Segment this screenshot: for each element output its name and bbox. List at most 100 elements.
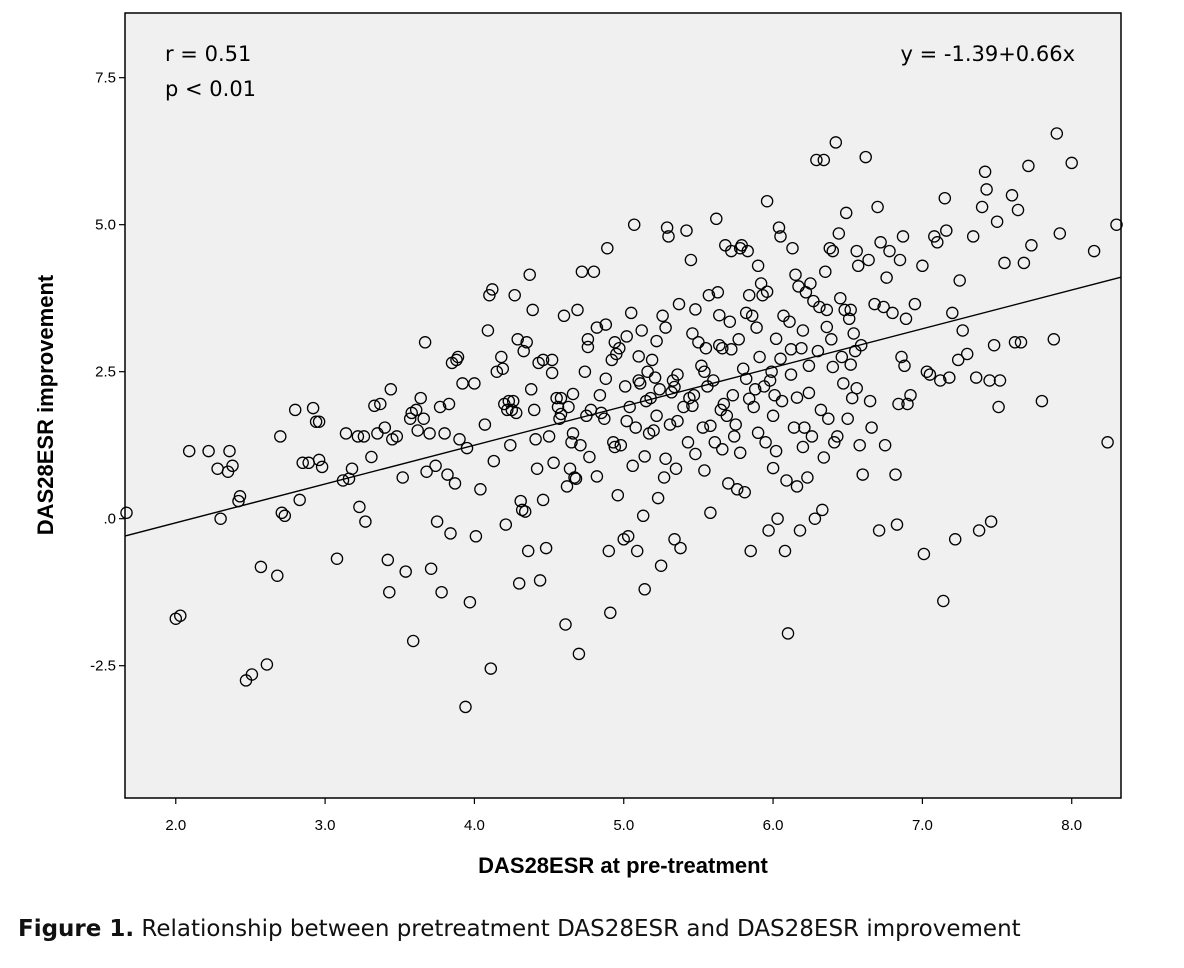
x-tick-label-6: 8.0 <box>1061 817 1082 834</box>
data-point-359 <box>978 165 992 179</box>
data-point-337 <box>908 297 922 311</box>
data-point-378 <box>1053 227 1067 240</box>
data-point-399 <box>769 332 783 346</box>
data-point-349 <box>946 306 959 320</box>
data-point-27 <box>312 453 326 467</box>
data-point-314 <box>859 150 872 164</box>
data-point-22 <box>296 456 309 470</box>
data-point-56 <box>417 412 430 425</box>
data-point-34 <box>351 430 365 443</box>
data-point-208 <box>698 365 711 378</box>
data-point-380 <box>1087 244 1101 258</box>
data-point-47 <box>390 430 404 443</box>
data-point-321 <box>874 236 887 249</box>
data-point-13 <box>245 668 259 681</box>
data-point-58 <box>420 465 433 478</box>
data-point-251 <box>763 374 777 387</box>
data-point-116 <box>539 541 553 555</box>
data-point-296 <box>831 430 844 443</box>
data-point-357 <box>972 524 986 537</box>
data-point-63 <box>433 400 447 414</box>
data-point-230 <box>732 333 745 346</box>
data-point-155 <box>611 488 625 502</box>
data-point-287 <box>817 153 831 167</box>
data-point-329 <box>892 397 905 411</box>
data-point-41 <box>374 397 387 411</box>
data-point-367 <box>998 256 1011 270</box>
data-point-412 <box>545 366 559 380</box>
data-point-131 <box>568 471 581 484</box>
data-point-80 <box>474 483 487 496</box>
data-point-89 <box>496 362 510 375</box>
data-point-3 <box>182 444 196 458</box>
data-point-157 <box>614 438 628 452</box>
data-point-211 <box>702 288 716 302</box>
data-point-395 <box>659 452 672 465</box>
data-point-346 <box>938 191 952 205</box>
data-point-193 <box>669 462 683 475</box>
data-point-8 <box>223 444 236 458</box>
data-point-250 <box>762 524 775 537</box>
data-point-149 <box>602 544 616 558</box>
data-point-107 <box>523 268 536 281</box>
data-point-290 <box>822 412 835 425</box>
data-point-370 <box>1011 203 1025 217</box>
data-point-384 <box>599 372 613 385</box>
data-point-28 <box>315 460 329 474</box>
x-axis: 2.0 3.0 4.0 5.0 6.0 7.0 8.0 <box>165 798 1082 834</box>
data-point-261 <box>778 544 792 558</box>
data-point-245 <box>754 277 768 290</box>
regression-line <box>124 276 1122 537</box>
data-point-104 <box>518 505 532 518</box>
data-point-281 <box>808 512 822 525</box>
data-point-217 <box>713 338 726 352</box>
data-point-101 <box>514 494 527 508</box>
data-point-167 <box>630 544 644 558</box>
data-point-278 <box>804 277 817 290</box>
data-point-244 <box>753 350 766 364</box>
data-point-347 <box>940 224 953 237</box>
data-point-57 <box>418 336 432 349</box>
data-point-129 <box>565 436 578 449</box>
data-point-224 <box>723 315 737 328</box>
data-point-409 <box>790 391 804 404</box>
figure-caption-text: Relationship between pretreatment DAS28E… <box>134 916 1021 942</box>
data-point-382 <box>1110 218 1123 231</box>
data-point-360 <box>980 183 993 196</box>
data-point-204 <box>689 447 702 461</box>
data-point-355 <box>966 230 980 243</box>
data-point-36 <box>357 430 371 443</box>
data-point-274 <box>798 421 811 434</box>
data-point-361 <box>983 374 996 387</box>
data-point-67 <box>442 397 456 411</box>
data-point-180 <box>650 409 663 423</box>
data-point-253 <box>766 409 780 423</box>
data-point-102 <box>515 503 529 517</box>
data-point-143 <box>590 321 604 334</box>
y-tick-label-1: 5.0 <box>95 217 116 234</box>
data-point-21 <box>293 493 306 507</box>
data-point-267 <box>787 421 801 434</box>
data-point-302 <box>839 206 853 220</box>
data-point-376 <box>1047 333 1061 346</box>
data-point-72 <box>451 350 465 364</box>
data-point-160 <box>620 330 633 343</box>
data-point-154 <box>610 347 623 361</box>
data-point-271 <box>793 524 807 537</box>
data-point-172 <box>638 583 651 596</box>
data-point-68 <box>444 527 457 540</box>
data-point-115 <box>536 353 550 367</box>
data-point-225 <box>725 244 738 258</box>
data-point-222 <box>720 409 734 423</box>
data-point-418 <box>760 285 774 298</box>
data-point-417 <box>733 446 747 460</box>
data-point-43 <box>381 553 395 567</box>
data-point-320 <box>872 524 886 537</box>
data-point-298 <box>834 291 847 305</box>
data-point-17 <box>274 430 287 443</box>
data-point-164 <box>626 459 639 473</box>
data-point-206 <box>695 359 708 373</box>
data-point-234 <box>738 485 751 499</box>
data-point-64 <box>435 585 448 599</box>
data-point-268 <box>789 268 802 281</box>
